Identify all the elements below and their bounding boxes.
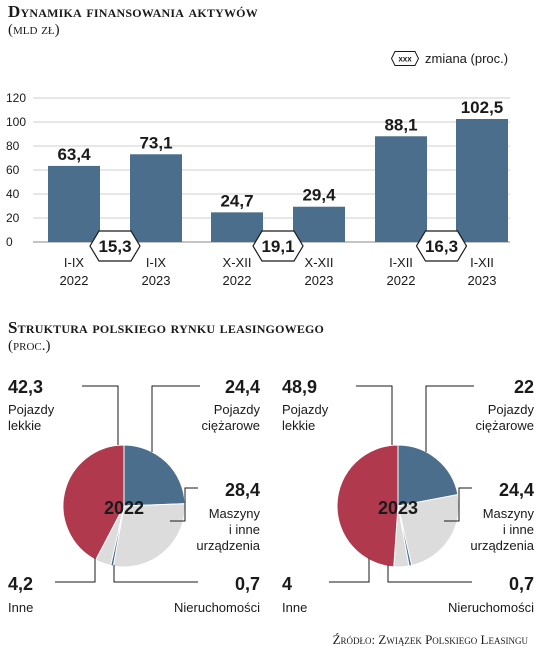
bar-value-label: 63,4	[57, 145, 91, 164]
pie-category-label: i inne	[503, 522, 534, 537]
leader-line	[444, 487, 472, 522]
bar-value-label: 102,5	[461, 98, 504, 117]
y-tick-label: 0	[6, 235, 13, 249]
source-note: Źródło: Związek Polskiego Leasingu	[332, 632, 528, 647]
pie-category-label: Nieruchomości	[174, 600, 260, 615]
pie-center-year: 2022	[104, 498, 144, 518]
pie-category-label: urządzenia	[196, 538, 260, 553]
pie-value-label: 24,4	[499, 480, 534, 500]
change-value-label: 16,3	[425, 237, 458, 256]
pie-section-subtitle: (proc.)	[8, 338, 51, 354]
x-category-year: 2023	[142, 273, 171, 288]
x-category-year: 2023	[305, 273, 334, 288]
x-category-label: X-XII	[305, 255, 334, 270]
x-category-label: I-IX	[64, 255, 85, 270]
bar-value-label: 29,4	[302, 186, 336, 205]
pie-slice	[62, 444, 125, 561]
bar-chart-subtitle: (mld zł)	[8, 22, 60, 38]
pie-category-label: Maszyny	[209, 506, 261, 521]
bar	[211, 212, 263, 242]
change-badge	[252, 230, 304, 262]
bar	[456, 119, 508, 242]
y-tick-label: 80	[6, 139, 20, 153]
pie-slice	[112, 503, 186, 568]
pie-category-label: Pojazdy	[8, 402, 55, 417]
x-category-label: I-IX	[146, 255, 167, 270]
pie-category-label: Pojazdy	[282, 402, 329, 417]
y-tick-label: 40	[6, 187, 20, 201]
pie-value-label: 28,4	[225, 480, 260, 500]
pie-category-label: ciężarowe	[201, 418, 260, 433]
x-category-year: 2023	[468, 273, 497, 288]
pie-value-label: 4,2	[8, 574, 33, 594]
leader-line	[55, 558, 96, 583]
bar-value-label: 88,1	[384, 115, 417, 134]
y-tick-label: 20	[6, 211, 20, 225]
bar-chart-title: Dynamika finansowania aktywów	[8, 2, 258, 21]
legend-symbol-text: xxx	[398, 54, 412, 63]
x-category-label: X-XII	[223, 255, 252, 270]
x-category-year: 2022	[60, 273, 89, 288]
pie-value-label: 24,4	[225, 377, 260, 397]
y-tick-label: 100	[6, 115, 26, 129]
change-symbol-icon: xxx	[391, 50, 419, 66]
legend: xxx zmiana (proc.)	[391, 48, 508, 68]
pie-slice	[397, 444, 459, 507]
x-category-label: I-XII	[470, 255, 494, 270]
pie-value-label: 22	[514, 377, 534, 397]
bar-value-label: 73,1	[139, 133, 172, 152]
x-category-label: I-XII	[389, 255, 413, 270]
y-tick-label: 60	[6, 163, 20, 177]
bar	[130, 154, 182, 242]
pie-category-label: Pojazdy	[214, 402, 261, 417]
pie-section-title: Struktura polskiego rynku leasingowego	[8, 318, 325, 337]
x-category-year: 2022	[387, 273, 416, 288]
pie-category-label: Pojazdy	[488, 402, 535, 417]
pie-value-label: 42,3	[8, 377, 43, 397]
pie-category-label: ciężarowe	[475, 418, 534, 433]
pie-category-label: lekkie	[282, 418, 315, 433]
pie-category-label: urządzenia	[470, 538, 534, 553]
leader-line	[425, 385, 474, 452]
pie-category-label: Inne	[282, 600, 307, 615]
pie-category-label: lekkie	[8, 418, 41, 433]
change-badge	[415, 230, 468, 262]
pie-category-label: Inne	[8, 600, 33, 615]
leader-line	[113, 565, 198, 583]
bar	[48, 165, 100, 242]
bar	[375, 136, 427, 242]
change-value-label: 15,3	[98, 237, 131, 256]
pie-category-label: Maszyny	[483, 506, 535, 521]
pie-center-year: 2023	[378, 498, 418, 518]
pie-category-label: i inne	[229, 522, 260, 537]
leader-line	[356, 385, 393, 445]
pie-slice	[336, 444, 399, 568]
pie-slice	[123, 444, 186, 507]
leader-line	[151, 385, 200, 452]
leader-line	[387, 565, 472, 583]
y-tick-label: 120	[6, 91, 26, 105]
legend-label: zmiana (proc.)	[425, 50, 509, 66]
bar	[293, 206, 345, 242]
x-category-year: 2022	[223, 273, 252, 288]
change-value-label: 19,1	[261, 237, 294, 256]
leader-line	[329, 558, 370, 583]
leader-line	[170, 487, 198, 522]
pie-category-label: Nieruchomości	[448, 600, 534, 615]
bar-value-label: 24,7	[220, 191, 253, 210]
pie-value-label: 0,7	[509, 574, 534, 594]
leader-line	[82, 385, 119, 445]
pie-value-label: 48,9	[282, 377, 317, 397]
change-badge	[89, 230, 141, 262]
pie-value-label: 4	[282, 574, 292, 594]
pie-value-label: 0,7	[235, 574, 260, 594]
